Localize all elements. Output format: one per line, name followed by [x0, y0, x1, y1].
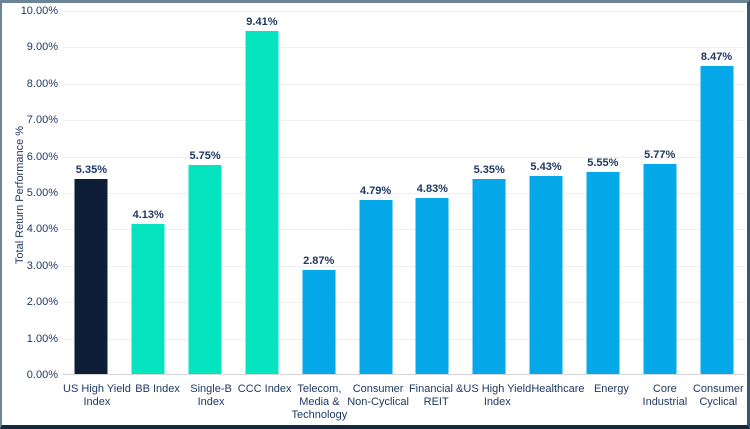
- bar-value-label: 5.55%: [587, 156, 619, 169]
- y-tick-label: 10.00%: [20, 5, 58, 17]
- gridline: [63, 338, 745, 340]
- x-axis-category-labels: US High Yield Index BB Index Single-B Inde…: [63, 383, 745, 422]
- category-label: Healthcare: [531, 383, 585, 395]
- bar-value-label: 5.75%: [189, 149, 221, 162]
- bar: [245, 31, 279, 374]
- category-label-slot: Energy: [585, 383, 638, 422]
- bar-value-label: 4.79%: [359, 184, 392, 197]
- bar: [586, 171, 620, 374]
- y-tick-label: 6.00%: [26, 150, 58, 163]
- category-label: US High Yield Index: [63, 383, 131, 408]
- y-tick-label: 8.00%: [26, 77, 58, 90]
- bar: [472, 179, 506, 374]
- bar-slot: 5.75%: [177, 11, 234, 374]
- category-label: US High Yield Index: [463, 383, 532, 408]
- gridline: [63, 302, 745, 304]
- gridline: [63, 47, 745, 49]
- gridline: [63, 83, 745, 85]
- bar-series: 5.35% 4.13% 5.75% 9.41% 2.87% 4.79% 4.83% 5.35%…: [63, 11, 745, 374]
- gridline: [63, 265, 745, 267]
- bar-slot: 8.47%: [688, 11, 745, 374]
- y-tick-label: 1.00%: [26, 332, 58, 345]
- bar: [700, 65, 734, 374]
- bar: [131, 223, 165, 374]
- y-tick-label: 5.00%: [26, 187, 58, 199]
- bar-slot: 2.87%: [290, 11, 347, 374]
- y-tick-label: 0.00%: [26, 369, 58, 381]
- category-label-slot: Consumer Cyclical: [692, 383, 745, 422]
- category-label-slot: CCC Index: [238, 383, 292, 422]
- bar-value-label: 5.77%: [644, 148, 676, 161]
- category-label-slot: BB Index: [131, 383, 184, 422]
- category-label: Core Industrial: [642, 383, 688, 408]
- y-tick-label: 2.00%: [26, 296, 58, 309]
- y-tick-label: 7.00%: [26, 114, 58, 127]
- y-tick-label: 4.00%: [26, 223, 58, 236]
- bar-value-label: 8.47%: [700, 50, 733, 63]
- category-label-slot: US High Yield Index: [463, 383, 531, 422]
- bar: [643, 163, 677, 374]
- bar-slot: 5.35%: [63, 11, 120, 374]
- bar-value-label: 4.13%: [132, 208, 164, 221]
- bar: [415, 198, 449, 374]
- category-label-slot: Consumer Non-Cyclical: [347, 383, 409, 422]
- bar-value-label: 5.35%: [75, 164, 108, 177]
- bar-value-label: 2.87%: [303, 254, 335, 267]
- y-tick-label: 9.00%: [26, 41, 58, 54]
- category-label-slot: Telecom, Media & Technology: [292, 383, 348, 422]
- bar-slot: 4.83%: [404, 11, 461, 374]
- category-label: Consumer Cyclical: [692, 383, 744, 408]
- gridline: [63, 11, 745, 12]
- category-label-slot: Healthcare: [531, 383, 584, 422]
- gridline: [63, 229, 745, 231]
- category-label: BB Index: [135, 383, 180, 395]
- bar-slot: 5.77%: [631, 11, 688, 374]
- bar: [188, 164, 222, 374]
- bar-slot: 5.35%: [461, 11, 518, 374]
- bar-slot: 5.43%: [518, 11, 575, 374]
- gridline: [63, 156, 745, 158]
- bar-slot: 5.55%: [574, 11, 631, 374]
- gridline: [63, 193, 745, 194]
- y-tick-label: 3.00%: [26, 259, 58, 272]
- category-label: Single-B Index: [190, 383, 232, 408]
- bar-slot: 4.79%: [347, 11, 404, 374]
- category-label-slot: Financial & REIT: [409, 383, 463, 422]
- category-label: Consumer Non-Cyclical: [347, 383, 409, 408]
- plot-area: 5.35% 4.13% 5.75% 9.41% 2.87% 4.79% 4.83% 5.35%…: [63, 11, 745, 375]
- bar: [529, 176, 563, 374]
- bar-value-label: 5.43%: [530, 161, 562, 174]
- gridline: [63, 120, 745, 122]
- bar: [359, 199, 393, 374]
- bar-slot: 9.41%: [233, 11, 290, 374]
- category-label: Financial & REIT: [408, 383, 464, 408]
- bar-value-label: 5.35%: [473, 164, 505, 177]
- category-label: Energy: [593, 383, 629, 395]
- category-label-slot: Single-B Index: [184, 383, 237, 422]
- bar: [302, 269, 336, 374]
- category-label: Telecom, Media & Technology: [291, 383, 348, 421]
- category-label-slot: US High Yield Index: [63, 383, 131, 422]
- category-label-slot: Core Industrial: [638, 383, 691, 422]
- bar: [74, 179, 108, 374]
- category-label: CCC Index: [237, 383, 292, 395]
- bar-value-label: 4.83%: [416, 183, 448, 196]
- bar-value-label: 9.41%: [246, 16, 278, 29]
- bar-slot: 4.13%: [120, 11, 177, 374]
